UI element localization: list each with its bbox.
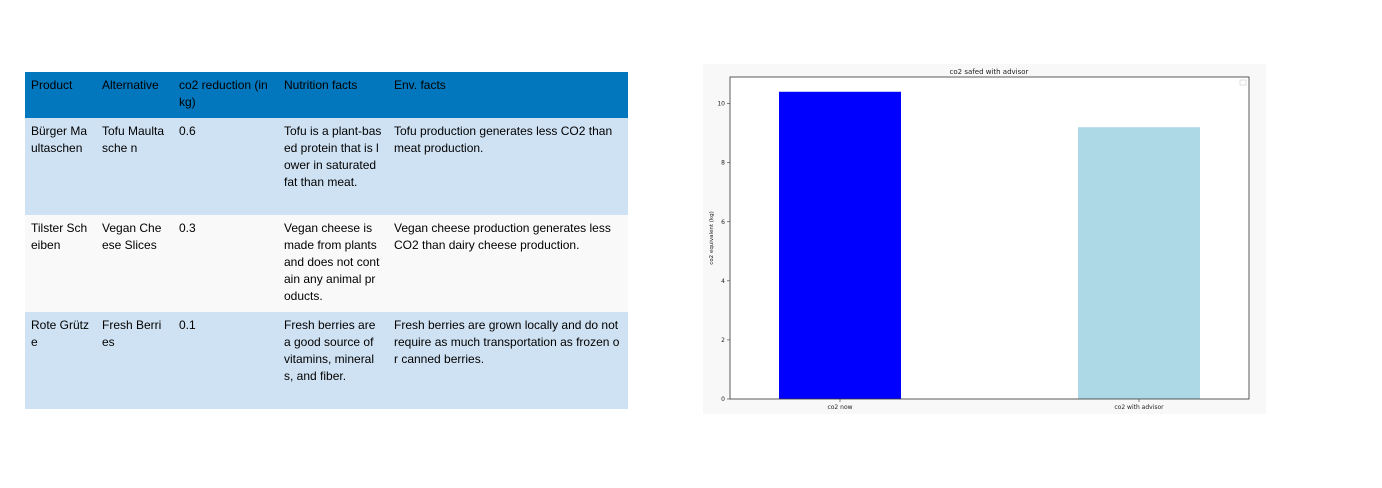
header-co2-reduction: co2 reduction (in kg)	[173, 72, 278, 118]
header-alternative: Alternative	[96, 72, 173, 118]
table-row: Bürger Maultaschen Tofu Maultasche n 0.6…	[25, 118, 628, 215]
product-alternatives-table: Product Alternative co2 reduction (in kg…	[25, 72, 628, 409]
y-axis-label: co2 equivalent (kg)	[709, 211, 715, 264]
co2-bar-chart: co2 safed with advisor 0 2 4 6 8 10 co2 now co…	[703, 64, 1266, 414]
table-header-row: Product Alternative co2 reduction (in kg…	[25, 72, 628, 118]
cell-env-facts: Vegan cheese production generates less C…	[388, 215, 628, 312]
y-tick-label: 8	[721, 160, 725, 167]
bar-co2-now	[779, 91, 901, 400]
cell-nutrition-facts: Tofu is a plant-based protein that is lo…	[278, 118, 388, 215]
legend-box	[1239, 79, 1247, 86]
x-tick-label: co2 now	[827, 404, 852, 411]
cell-co2-reduction: 0.3	[173, 215, 278, 312]
cell-env-facts: Tofu production generates less CO2 than …	[388, 118, 628, 215]
cell-env-facts: Fresh berries are grown locally and do n…	[388, 312, 628, 409]
table-row: Tilster Scheiben Vegan Cheese Slices 0.3…	[25, 215, 628, 312]
cell-co2-reduction: 0.1	[173, 312, 278, 409]
y-tick-label: 10	[717, 101, 725, 108]
y-tick-label: 2	[721, 337, 725, 344]
plot-frame	[729, 76, 1250, 400]
cell-co2-reduction: 0.6	[173, 118, 278, 215]
y-tick-label: 6	[721, 219, 725, 226]
cell-alternative: Fresh Berries	[96, 312, 173, 409]
cell-product: Rote Grütze	[25, 312, 96, 409]
co2-advisor-table: Product Alternative co2 reduction (in kg…	[25, 72, 628, 409]
chart-title: co2 safed with advisor	[950, 68, 1029, 76]
bars-group	[779, 91, 1200, 400]
x-axis-ticks: co2 now co2 with advisor	[827, 399, 1164, 411]
cell-alternative: Tofu Maultasche n	[96, 118, 173, 215]
cell-product: Bürger Maultaschen	[25, 118, 96, 215]
header-env-facts: Env. facts	[388, 72, 628, 118]
cell-alternative: Vegan Cheese Slices	[96, 215, 173, 312]
cell-nutrition-facts: Fresh berries are a good source of vitam…	[278, 312, 388, 409]
y-tick-label: 4	[721, 278, 725, 285]
bar-co2-with-advisor	[1078, 127, 1200, 399]
x-tick-label: co2 with advisor	[1114, 404, 1164, 411]
y-tick-label: 0	[721, 396, 725, 403]
header-product: Product	[25, 72, 96, 118]
cell-nutrition-facts: Vegan cheese is made from plants and doe…	[278, 215, 388, 312]
cell-product: Tilster Scheiben	[25, 215, 96, 312]
table-row: Rote Grütze Fresh Berries 0.1 Fresh berr…	[25, 312, 628, 409]
y-axis-ticks: 0 2 4 6 8 10	[717, 101, 730, 403]
header-nutrition-facts: Nutrition facts	[278, 72, 388, 118]
